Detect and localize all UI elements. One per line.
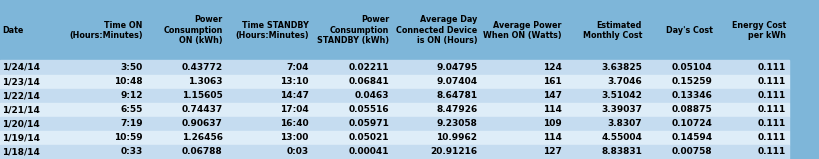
Text: 13:00: 13:00 bbox=[280, 133, 309, 142]
Bar bbox=[0, 103, 789, 117]
Text: 0.111: 0.111 bbox=[758, 119, 786, 128]
Bar bbox=[0, 131, 789, 145]
Text: Power
Consumption
ON (kWh): Power Consumption ON (kWh) bbox=[164, 15, 223, 45]
Bar bbox=[0, 89, 789, 103]
Text: 3.39037: 3.39037 bbox=[601, 105, 642, 114]
Bar bbox=[0, 145, 789, 159]
Text: 109: 109 bbox=[543, 119, 562, 128]
Text: 7:19: 7:19 bbox=[120, 119, 143, 128]
Text: Date: Date bbox=[2, 26, 24, 35]
Text: 0:03: 0:03 bbox=[287, 147, 309, 156]
Text: Power
Consumption
STANDBY (kWh): Power Consumption STANDBY (kWh) bbox=[317, 15, 389, 45]
Text: 3:50: 3:50 bbox=[120, 63, 143, 72]
Text: 0.111: 0.111 bbox=[758, 91, 786, 100]
Text: 0.111: 0.111 bbox=[758, 77, 786, 86]
Text: 14:47: 14:47 bbox=[280, 91, 309, 100]
Text: 114: 114 bbox=[543, 105, 562, 114]
Text: Time ON
(Hours:Minutes): Time ON (Hours:Minutes) bbox=[69, 21, 143, 40]
Text: 1/24/14: 1/24/14 bbox=[2, 63, 40, 72]
Text: Day's Cost: Day's Cost bbox=[666, 26, 713, 35]
Text: 147: 147 bbox=[543, 91, 562, 100]
Text: 1/20/14: 1/20/14 bbox=[2, 119, 40, 128]
Text: Estimated
Monthly Cost: Estimated Monthly Cost bbox=[583, 21, 642, 40]
Text: 1/23/14: 1/23/14 bbox=[2, 77, 40, 86]
Text: 0.05971: 0.05971 bbox=[348, 119, 389, 128]
Text: 124: 124 bbox=[543, 63, 562, 72]
Text: 10:48: 10:48 bbox=[114, 77, 143, 86]
Text: 1.15605: 1.15605 bbox=[182, 91, 223, 100]
Text: 0:33: 0:33 bbox=[120, 147, 143, 156]
Text: 0.111: 0.111 bbox=[758, 133, 786, 142]
Text: 0.05516: 0.05516 bbox=[348, 105, 389, 114]
Text: 9.04795: 9.04795 bbox=[437, 63, 477, 72]
Text: 4.55004: 4.55004 bbox=[601, 133, 642, 142]
Text: 0.10724: 0.10724 bbox=[672, 119, 713, 128]
Text: 8.47926: 8.47926 bbox=[437, 105, 477, 114]
Text: 0.14594: 0.14594 bbox=[672, 133, 713, 142]
Text: 0.05021: 0.05021 bbox=[349, 133, 389, 142]
Text: 127: 127 bbox=[543, 147, 562, 156]
Text: 0.00758: 0.00758 bbox=[672, 147, 713, 156]
Text: 0.06841: 0.06841 bbox=[348, 77, 389, 86]
Text: 8.83831: 8.83831 bbox=[601, 147, 642, 156]
Text: 1.3063: 1.3063 bbox=[188, 77, 223, 86]
Text: 0.111: 0.111 bbox=[758, 105, 786, 114]
Text: 16:40: 16:40 bbox=[280, 119, 309, 128]
Text: 0.02211: 0.02211 bbox=[348, 63, 389, 72]
Text: Average Power
When ON (Watts): Average Power When ON (Watts) bbox=[483, 21, 562, 40]
Text: 1/21/14: 1/21/14 bbox=[2, 105, 40, 114]
Text: 0.0463: 0.0463 bbox=[355, 91, 389, 100]
Text: 3.7046: 3.7046 bbox=[608, 77, 642, 86]
Text: 6:55: 6:55 bbox=[120, 105, 143, 114]
Text: 3.51042: 3.51042 bbox=[601, 91, 642, 100]
Text: 0.08875: 0.08875 bbox=[672, 105, 713, 114]
Text: 0.43772: 0.43772 bbox=[182, 63, 223, 72]
Text: 8.64781: 8.64781 bbox=[437, 91, 477, 100]
Text: 1/19/14: 1/19/14 bbox=[2, 133, 40, 142]
Bar bbox=[0, 0, 789, 60]
Text: 17:04: 17:04 bbox=[280, 105, 309, 114]
Text: 7:04: 7:04 bbox=[287, 63, 309, 72]
Text: 9:12: 9:12 bbox=[120, 91, 143, 100]
Text: 9.07404: 9.07404 bbox=[437, 77, 477, 86]
Text: 0.111: 0.111 bbox=[758, 63, 786, 72]
Text: 0.13346: 0.13346 bbox=[672, 91, 713, 100]
Text: 161: 161 bbox=[543, 77, 562, 86]
Text: 0.111: 0.111 bbox=[758, 147, 786, 156]
Text: 0.74437: 0.74437 bbox=[182, 105, 223, 114]
Text: 0.90637: 0.90637 bbox=[182, 119, 223, 128]
Text: 1/22/14: 1/22/14 bbox=[2, 91, 40, 100]
Text: 114: 114 bbox=[543, 133, 562, 142]
Bar bbox=[0, 60, 789, 75]
Text: 3.8307: 3.8307 bbox=[608, 119, 642, 128]
Text: 1/18/14: 1/18/14 bbox=[2, 147, 40, 156]
Text: 20.91216: 20.91216 bbox=[430, 147, 477, 156]
Text: 13:10: 13:10 bbox=[280, 77, 309, 86]
Text: 3.63825: 3.63825 bbox=[601, 63, 642, 72]
Text: Energy Cost
per kWh: Energy Cost per kWh bbox=[732, 21, 786, 40]
Text: 1.26456: 1.26456 bbox=[182, 133, 223, 142]
Text: 0.15259: 0.15259 bbox=[672, 77, 713, 86]
Text: Average Day
Connected Device
is ON (Hours): Average Day Connected Device is ON (Hour… bbox=[396, 15, 477, 45]
Text: 0.05104: 0.05104 bbox=[672, 63, 713, 72]
Bar bbox=[0, 75, 789, 89]
Text: 9.23058: 9.23058 bbox=[437, 119, 477, 128]
Text: 0.06788: 0.06788 bbox=[182, 147, 223, 156]
Bar bbox=[0, 117, 789, 131]
Text: 10.9962: 10.9962 bbox=[437, 133, 477, 142]
Text: 0.00041: 0.00041 bbox=[349, 147, 389, 156]
Text: Time STANDBY
(Hours:Minutes): Time STANDBY (Hours:Minutes) bbox=[235, 21, 309, 40]
Text: 10:59: 10:59 bbox=[114, 133, 143, 142]
